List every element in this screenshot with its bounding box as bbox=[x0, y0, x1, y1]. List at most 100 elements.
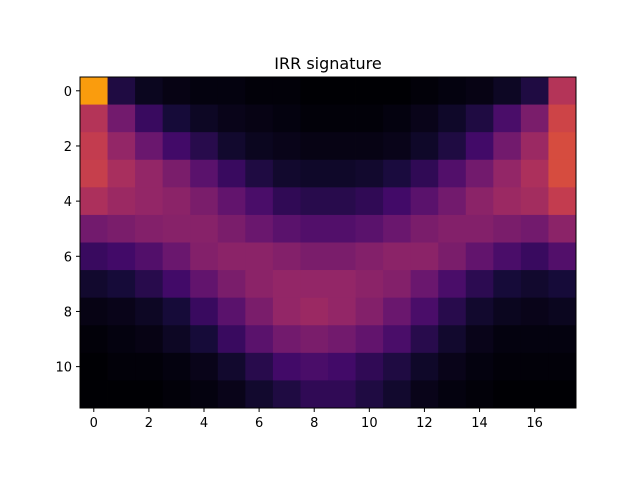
heatmap-cell bbox=[162, 380, 191, 409]
heatmap-cell bbox=[135, 214, 164, 243]
heatmap-cell bbox=[80, 242, 108, 271]
heatmap-cell bbox=[162, 132, 191, 161]
heatmap-cell bbox=[107, 325, 136, 354]
heatmap-cell bbox=[135, 77, 164, 105]
heatmap-cell bbox=[80, 159, 108, 188]
heatmap-cell bbox=[300, 214, 329, 243]
heatmap-cell bbox=[107, 380, 136, 409]
heatmap-cell bbox=[520, 104, 549, 133]
heatmap-cell bbox=[493, 380, 522, 409]
heatmap-cell bbox=[548, 104, 577, 133]
heatmap-cell bbox=[355, 214, 384, 243]
y-axis-ticks: 0 2 4 6 8 10 bbox=[55, 85, 80, 376]
heatmap-cell bbox=[272, 187, 301, 216]
heatmap-cell bbox=[328, 242, 356, 271]
heatmap-cell bbox=[190, 132, 219, 161]
heatmap-cell bbox=[300, 270, 329, 299]
heatmap-cell bbox=[383, 297, 412, 326]
heatmap-cell bbox=[245, 242, 274, 271]
heatmap-cell bbox=[438, 352, 467, 381]
heatmap-cell bbox=[135, 380, 164, 409]
heatmap-cell bbox=[162, 297, 191, 326]
heatmap-cell bbox=[80, 297, 108, 326]
heatmap-cell bbox=[245, 104, 274, 133]
heatmap-cell bbox=[135, 297, 164, 326]
heatmap-cell bbox=[465, 242, 494, 271]
heatmap-cell bbox=[300, 77, 329, 105]
heatmap-cell bbox=[355, 77, 384, 105]
heatmap-cell bbox=[245, 352, 274, 381]
heatmap-cell bbox=[272, 104, 301, 133]
heatmap-cell bbox=[383, 270, 412, 299]
heatmap-cell bbox=[548, 77, 577, 105]
y-tick-label: 2 bbox=[64, 140, 72, 155]
y-tick-label: 6 bbox=[64, 250, 72, 265]
heatmap-cell bbox=[217, 159, 246, 188]
heatmap-cell bbox=[493, 77, 522, 105]
heatmap-cell bbox=[217, 104, 246, 133]
heatmap-cell bbox=[328, 214, 356, 243]
heatmap-cell bbox=[548, 297, 577, 326]
heatmap-cell bbox=[107, 297, 136, 326]
heatmap-cell bbox=[465, 297, 494, 326]
heatmap-cell bbox=[217, 187, 246, 216]
heatmap-cell bbox=[300, 132, 329, 161]
heatmap-cell bbox=[410, 132, 439, 161]
heatmap-cell bbox=[493, 132, 522, 161]
heatmap-cell bbox=[548, 187, 577, 216]
y-tick-label: 4 bbox=[64, 195, 72, 210]
heatmap-cell bbox=[107, 77, 136, 105]
heatmap-cell bbox=[383, 104, 412, 133]
heatmap-cell bbox=[300, 104, 329, 133]
heatmap-cell bbox=[328, 297, 356, 326]
heatmap-cell bbox=[190, 104, 219, 133]
heatmap-cell bbox=[410, 187, 439, 216]
heatmap-cell bbox=[217, 325, 246, 354]
heatmap-cells bbox=[80, 77, 577, 409]
heatmap-cell bbox=[355, 187, 384, 216]
heatmap-cell bbox=[548, 352, 577, 381]
heatmap-cell bbox=[410, 352, 439, 381]
heatmap-cell bbox=[493, 352, 522, 381]
heatmap-cell bbox=[190, 159, 219, 188]
heatmap-cell bbox=[493, 270, 522, 299]
heatmap-cell bbox=[548, 214, 577, 243]
heatmap-cell bbox=[438, 325, 467, 354]
plot-frame bbox=[79, 76, 577, 409]
heatmap-cell bbox=[355, 242, 384, 271]
x-tick-label: 12 bbox=[416, 416, 433, 431]
heatmap-cell bbox=[383, 380, 412, 409]
heatmap-cell bbox=[272, 214, 301, 243]
heatmap-cell bbox=[300, 187, 329, 216]
heatmap-cell bbox=[328, 352, 356, 381]
heatmap-cell bbox=[465, 214, 494, 243]
heatmap-cell bbox=[520, 325, 549, 354]
heatmap-cell bbox=[465, 270, 494, 299]
heatmap-cell bbox=[520, 380, 549, 409]
heatmap-cell bbox=[190, 380, 219, 409]
heatmap-cell bbox=[80, 132, 108, 161]
heatmap-cell bbox=[548, 270, 577, 299]
heatmap-cell bbox=[465, 104, 494, 133]
heatmap-cell bbox=[438, 132, 467, 161]
heatmap-cell bbox=[80, 352, 108, 381]
heatmap-cell bbox=[300, 325, 329, 354]
heatmap-cell bbox=[190, 297, 219, 326]
heatmap-cell bbox=[190, 187, 219, 216]
heatmap-cell bbox=[245, 270, 274, 299]
x-tick-label: 10 bbox=[361, 416, 378, 431]
x-tick-label: 16 bbox=[526, 416, 543, 431]
heatmap-cell bbox=[438, 242, 467, 271]
heatmap-cell bbox=[190, 270, 219, 299]
heatmap-cell bbox=[355, 297, 384, 326]
heatmap-cell bbox=[162, 214, 191, 243]
heatmap-cell bbox=[217, 352, 246, 381]
heatmap-cell bbox=[162, 159, 191, 188]
x-tick-label: 4 bbox=[200, 416, 208, 431]
heatmap-cell bbox=[135, 270, 164, 299]
heatmap-cell bbox=[520, 270, 549, 299]
heatmap-cell bbox=[190, 352, 219, 381]
heatmap-cell bbox=[190, 325, 219, 354]
heatmap-cell bbox=[245, 297, 274, 326]
